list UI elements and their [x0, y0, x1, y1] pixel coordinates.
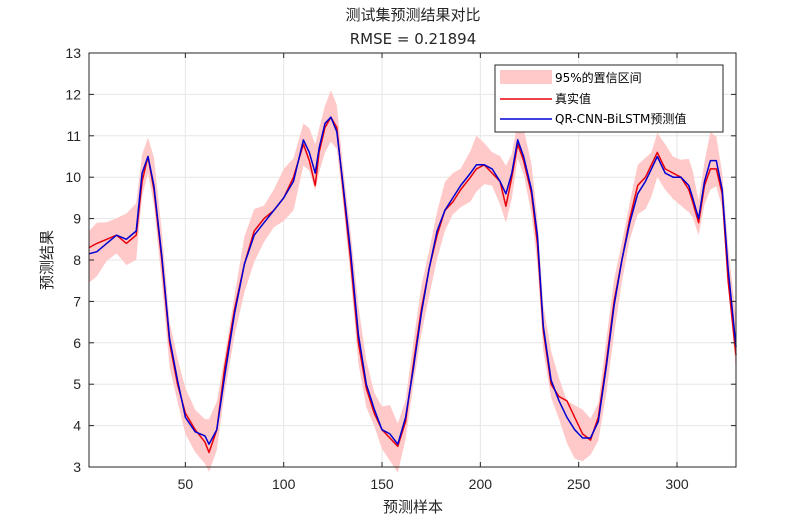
- series-layer: [88, 90, 737, 473]
- y-tick-label: 4: [73, 418, 81, 434]
- legend-band-swatch: [500, 70, 552, 84]
- prediction-line: [88, 116, 737, 445]
- y-tick-label: 7: [73, 293, 81, 309]
- x-tick-label: 250: [567, 476, 591, 492]
- legend-label-band: 95%的置信区间: [555, 70, 642, 85]
- y-tick-label: 10: [65, 169, 81, 185]
- legend-label-pred: QR-CNN-BiLSTM预测值: [555, 111, 686, 126]
- y-tick-label: 13: [65, 45, 81, 61]
- tick-labels: 50 100 150 200 250 300 3 4 5 6 7 8 9 10 11 12 13: [65, 45, 688, 492]
- chart-subtitle: RMSE = 0.21894: [350, 30, 477, 48]
- x-axis-label: 预测样本: [383, 498, 443, 516]
- x-tick-label: 300: [665, 476, 689, 492]
- y-tick-label: 9: [73, 211, 81, 227]
- y-tick-label: 11: [66, 128, 81, 144]
- y-tick-label: 5: [73, 376, 81, 392]
- legend-label-true: 真实值: [555, 91, 591, 106]
- y-tick-label: 12: [65, 86, 81, 102]
- x-tick-label: 100: [272, 476, 296, 492]
- y-tick-label: 3: [73, 459, 81, 475]
- x-tick-label: 150: [370, 476, 394, 492]
- axes: [88, 52, 737, 468]
- x-tick-label: 50: [178, 476, 194, 492]
- legend[interactable]: 95%的置信区间 真实值 QR-CNN-BiLSTM预测值: [494, 64, 724, 133]
- y-tick-label: 8: [73, 252, 81, 268]
- x-tick-label: 200: [469, 476, 493, 492]
- y-tick-label: 6: [73, 335, 81, 351]
- chart-title: 测试集预测结果对比: [345, 6, 480, 24]
- y-axis-label: 预测结果: [38, 230, 56, 290]
